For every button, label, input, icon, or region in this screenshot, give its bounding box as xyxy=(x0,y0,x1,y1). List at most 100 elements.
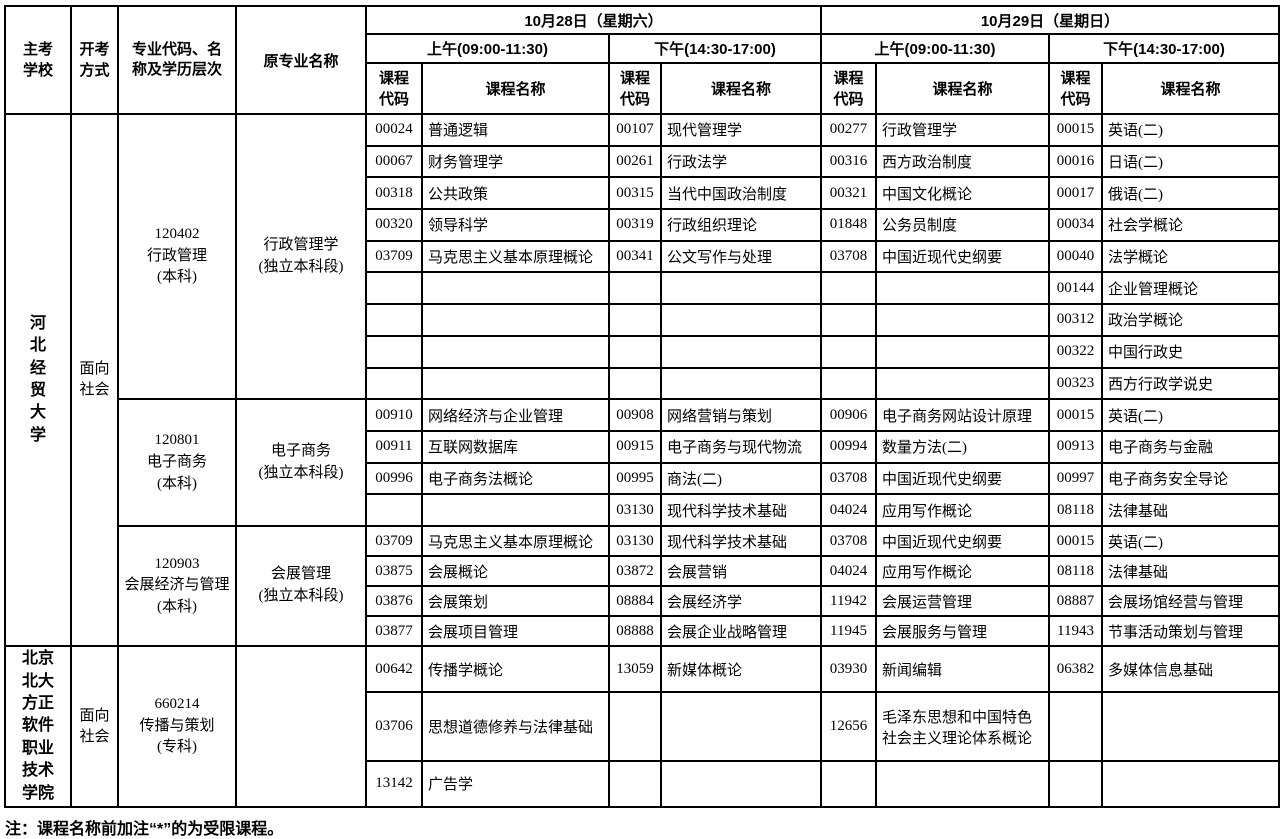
course-code-cell: 11945 xyxy=(820,615,877,648)
course-name-cell: 马克思主义基本原理概论 xyxy=(421,525,610,558)
table-row: 03706 思想道德修养与法律基础 12656 毛泽东思想和中国特色社会主义理论体系概… xyxy=(5,691,1280,762)
course-name-cell: 电子商务与金融 xyxy=(1101,429,1280,464)
course-name-cell: 应用写作概论 xyxy=(875,555,1050,588)
header-course-code-label: 课程代码 xyxy=(833,69,864,108)
course-name-cell xyxy=(660,759,822,808)
course-code-cell: 00908 xyxy=(608,398,662,432)
course-name-cell: 中国行政史 xyxy=(1101,334,1280,369)
exam-method-cell-label: 面向社会 xyxy=(79,707,110,745)
course-name-cell xyxy=(421,334,610,369)
course-code-cell: 00034 xyxy=(1048,208,1103,242)
course-code-cell: 00341 xyxy=(608,239,662,274)
course-code-cell xyxy=(608,366,662,401)
course-name-cell: 社会学概论 xyxy=(1101,208,1280,242)
course-name-cell: 电子商务网站设计原理 xyxy=(875,398,1050,432)
schedule-body: 河北经贸大学 面向社会 120402 行政管理 (本科) 行政管理学 (独立本科段) 0… xyxy=(4,112,1280,808)
course-name-cell: 公文写作与处理 xyxy=(660,239,822,274)
course-name-cell: 电子商务安全导论 xyxy=(1101,461,1280,496)
course-code-cell: 03708 xyxy=(820,461,877,496)
header-course-code-label: 课程代码 xyxy=(378,69,409,108)
course-code-cell: 00107 xyxy=(608,113,662,147)
course-name-cell: 法学概论 xyxy=(1101,239,1280,274)
header-major: 专业代码、名称及学历层次 xyxy=(117,5,237,115)
major-cell: 120903 会展经济与管理 (本科) xyxy=(117,525,237,648)
table-row: 上午(09:00-11:30) 下午(14:30-17:00) 上午(09:00… xyxy=(5,33,1280,64)
header-school: 主考学校 xyxy=(4,5,72,115)
course-code-cell: 03709 xyxy=(365,525,423,558)
course-code-cell: 06382 xyxy=(1048,645,1103,694)
course-name-cell: 中国近现代史纲要 xyxy=(875,239,1050,274)
course-name-cell xyxy=(660,691,822,762)
course-code-cell: 00642 xyxy=(365,645,423,694)
header-session-day2-pm: 下午(14:30-17:00) xyxy=(1048,33,1280,64)
course-code-cell xyxy=(365,334,423,369)
course-name-cell: 会展营销 xyxy=(660,555,822,588)
course-name-cell xyxy=(421,493,610,528)
course-name-cell: 数量方法(二) xyxy=(875,429,1050,464)
course-name-cell xyxy=(1101,759,1280,808)
course-code-cell: 00261 xyxy=(608,144,662,179)
table-row: 00067 财务管理学 00261 行政法学 00316 西方政治制度 00016 日语(二) xyxy=(5,144,1280,179)
course-code-cell: 03709 xyxy=(365,239,423,274)
table-row: 00996 电子商务法概论 00995 商法(二) 03708 中国近现代史纲要 00997… xyxy=(5,461,1280,496)
course-code-cell: 00015 xyxy=(1048,398,1103,432)
course-code-cell xyxy=(820,303,877,337)
course-name-cell: 会展场馆经营与管理 xyxy=(1101,585,1280,618)
course-code-cell: 03708 xyxy=(820,239,877,274)
course-code-cell xyxy=(820,366,877,401)
course-code-cell: 00015 xyxy=(1048,113,1103,147)
table-row: 北京北大方正软件职业技术学院 面向社会 660214 传播与策划 (专科) 00642… xyxy=(4,645,1280,808)
course-code-cell: 00910 xyxy=(365,398,423,432)
course-code-cell: 08118 xyxy=(1048,493,1103,528)
course-name-cell: 行政管理学 xyxy=(875,113,1050,147)
course-code-cell: 00315 xyxy=(608,176,662,211)
course-code-cell: 13059 xyxy=(608,645,662,694)
course-code-cell: 03706 xyxy=(365,691,423,762)
course-code-cell: 00994 xyxy=(820,429,877,464)
school-name-cell-label: 河北经贸大学 xyxy=(29,314,46,444)
major-cell: 120402 行政管理 (本科) xyxy=(117,112,237,401)
major-cell: 660214 传播与策划 (专科) xyxy=(117,645,237,808)
course-name-cell: 多媒体信息基础 xyxy=(1101,645,1280,694)
course-code-cell: 03877 xyxy=(365,615,423,648)
table-row: 00144 企业管理概论 xyxy=(5,271,1280,306)
course-name-cell: 新媒体概论 xyxy=(660,645,822,694)
course-code-cell xyxy=(608,303,662,337)
course-name-cell xyxy=(875,366,1050,401)
course-name-cell xyxy=(875,334,1050,369)
course-code-cell: 00913 xyxy=(1048,429,1103,464)
course-name-cell: 电子商务法概论 xyxy=(421,461,610,496)
original-major-cell xyxy=(235,645,367,808)
table-row: 00320 领导科学 00319 行政组织理论 01848 公务员制度 00034 社会学概论 xyxy=(5,208,1280,242)
exam-method-cell: 面向社会 xyxy=(70,112,119,648)
header-school-label: 主考学校 xyxy=(22,41,53,79)
course-code-cell: 00017 xyxy=(1048,176,1103,211)
course-name-cell: 会展服务与管理 xyxy=(875,615,1050,648)
table-row: 03876 会展策划 08884 会展经济学 11942 会展运营管理 08887 会展场馆经… xyxy=(5,585,1280,618)
course-code-cell xyxy=(365,271,423,306)
header-course-name: 课程名称 xyxy=(660,62,822,115)
course-code-cell xyxy=(1048,691,1103,762)
course-code-cell: 00996 xyxy=(365,461,423,496)
course-code-cell: 04024 xyxy=(820,493,877,528)
course-code-cell: 11943 xyxy=(1048,615,1103,648)
course-code-cell: 13142 xyxy=(365,759,423,808)
header-course-name: 课程名称 xyxy=(875,62,1050,115)
table-row: 03709 马克思主义基本原理概论 00341 公文写作与处理 03708 中国近现代史纲… xyxy=(5,239,1280,274)
course-name-cell xyxy=(660,366,822,401)
course-name-cell xyxy=(421,271,610,306)
school-name-cell-label: 北京北大方正软件职业技术学院 xyxy=(21,650,54,802)
course-code-cell: 08118 xyxy=(1048,555,1103,588)
table-row: 120801 电子商务 (本科) 电子商务 (独立本科段) 00910 网络经济与企业… xyxy=(5,398,1280,528)
course-code-cell xyxy=(365,303,423,337)
course-name-cell xyxy=(660,271,822,306)
course-code-cell xyxy=(365,366,423,401)
header-course-code: 课程代码 xyxy=(365,62,423,115)
course-name-cell: 会展概论 xyxy=(421,555,610,588)
course-code-cell: 03872 xyxy=(608,555,662,588)
table-row: 13142 广告学 xyxy=(5,759,1280,808)
original-major-cell: 行政管理学 (独立本科段) xyxy=(235,112,367,401)
table-row: 00312 政治学概论 xyxy=(5,303,1280,337)
table-row: 河北经贸大学 面向社会 120402 行政管理 (本科) 行政管理学 (独立本科段) 0… xyxy=(4,112,1280,648)
course-name-cell: 中国近现代史纲要 xyxy=(875,525,1050,558)
